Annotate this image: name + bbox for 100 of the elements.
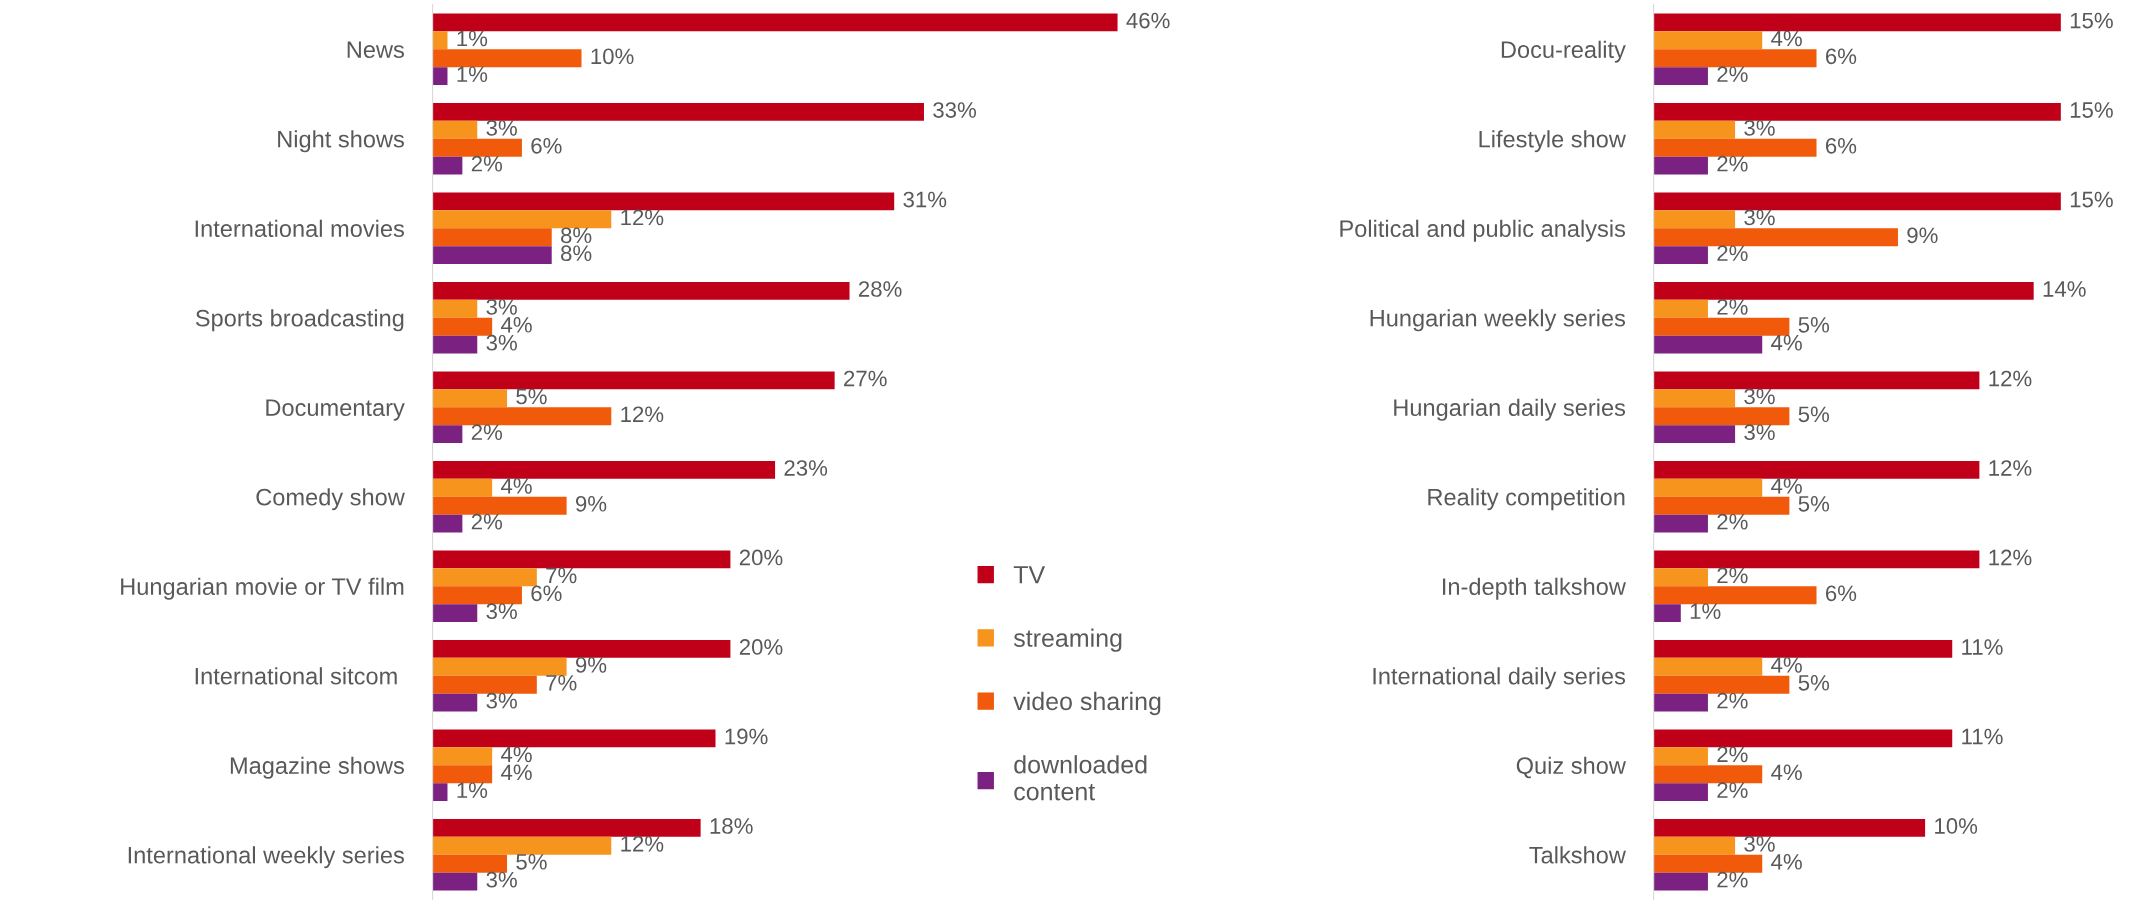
bar <box>1653 192 2061 211</box>
data-label: 4% <box>1771 478 1802 494</box>
data-label: 19% <box>725 728 768 745</box>
bar <box>1653 836 1736 855</box>
bar <box>432 371 835 390</box>
data-label: 12% <box>1989 460 2032 476</box>
bar <box>432 639 731 658</box>
legend-label: streaming <box>1013 628 1122 652</box>
y-tick-label: Hungarian daily series <box>1394 398 1626 421</box>
data-label: 6% <box>1825 585 1857 602</box>
bar <box>1653 299 1708 318</box>
data-label: 11% <box>1962 639 2003 655</box>
data-label: 4% <box>1771 657 1802 673</box>
data-label: 11% <box>1962 728 2003 745</box>
bar <box>432 729 716 748</box>
data-label: 18% <box>710 818 753 834</box>
bar <box>432 49 582 68</box>
y-tick-label: Sports broadcasting <box>195 309 404 332</box>
bar <box>432 102 924 121</box>
data-label: 31% <box>903 191 947 208</box>
data-label: 2% <box>1717 782 1748 798</box>
data-label: 9% <box>575 657 607 673</box>
bar <box>432 192 895 211</box>
data-label: 2% <box>1717 513 1748 530</box>
data-label: 12% <box>621 209 664 226</box>
bar <box>432 281 850 300</box>
data-label: 5% <box>1798 406 1830 423</box>
bar <box>1653 765 1763 784</box>
data-label: 3% <box>1744 388 1775 405</box>
data-label: 2% <box>1717 746 1748 763</box>
data-label: 5% <box>516 854 547 870</box>
y-tick-label: Comedy show <box>256 488 405 511</box>
data-label: 3% <box>486 334 517 351</box>
data-label: 2% <box>1717 299 1748 315</box>
y-tick-label: News <box>347 41 404 59</box>
bar <box>432 228 552 247</box>
bar <box>432 747 493 766</box>
bar <box>1653 228 1898 247</box>
bar <box>432 335 478 354</box>
bar <box>432 586 522 605</box>
data-label: 2% <box>1717 66 1748 82</box>
y-tick-label: Docu-reality <box>1501 40 1626 63</box>
data-label: 33% <box>933 102 976 118</box>
y-tick-label: International sitcom <box>195 667 397 685</box>
bar <box>432 407 612 426</box>
data-label: 3% <box>486 299 517 315</box>
data-label: 1% <box>1690 603 1721 619</box>
data-label: 7% <box>546 675 577 691</box>
bar <box>1653 335 1763 354</box>
y-tick-label: Political and public analysis <box>1340 219 1626 242</box>
bar <box>432 67 448 86</box>
bar <box>432 156 463 175</box>
bar <box>1653 138 1817 157</box>
data-label: 9% <box>575 495 607 512</box>
data-label: 3% <box>486 120 517 136</box>
data-label: 14% <box>2043 281 2086 297</box>
bar <box>1653 586 1817 605</box>
bar <box>432 317 493 336</box>
legend-label: TV <box>1013 566 1046 584</box>
bar <box>432 138 522 157</box>
y-tick-label: In-depth talkshow <box>1443 577 1626 600</box>
bar <box>432 210 612 229</box>
data-label: 5% <box>1798 675 1830 691</box>
data-label: 2% <box>1717 155 1748 172</box>
data-label: 2% <box>1717 692 1748 709</box>
bar <box>1653 747 1708 766</box>
bar <box>432 872 478 891</box>
y-tick-label: International daily series <box>1373 667 1626 690</box>
bar <box>432 657 567 676</box>
data-label: 6% <box>1825 137 1857 154</box>
data-label: 4% <box>501 317 532 333</box>
bar <box>1653 120 1736 139</box>
y-tick-label: Talkshow <box>1529 846 1626 864</box>
bar <box>432 246 552 265</box>
data-label: 2% <box>471 424 503 440</box>
y-tick-label: International weekly series <box>128 846 404 869</box>
bar <box>1653 371 1980 390</box>
bar <box>432 389 508 408</box>
data-label: 5% <box>1798 496 1830 512</box>
bar <box>1653 550 1980 569</box>
bar <box>1653 657 1763 676</box>
data-label: 2% <box>471 155 503 172</box>
bar <box>1653 389 1736 408</box>
data-label: 12% <box>1989 370 2032 387</box>
data-label: 5% <box>1798 317 1830 333</box>
data-label: 3% <box>1744 120 1775 136</box>
y-tick-label: Reality competition <box>1428 488 1625 511</box>
y-tick-label: Magazine shows <box>230 756 404 779</box>
data-label: 4% <box>501 746 532 763</box>
bar <box>1653 693 1708 712</box>
bar <box>1653 246 1708 265</box>
bar <box>1653 478 1763 497</box>
data-label: 10% <box>591 48 634 65</box>
data-label: 10% <box>1935 818 1978 834</box>
bar <box>1653 872 1708 891</box>
y-tick-label: Hungarian weekly series <box>1370 309 1626 332</box>
bar <box>1653 49 1817 68</box>
bar <box>432 854 508 873</box>
bar <box>1653 407 1790 426</box>
legend-label: video sharing <box>1013 691 1161 716</box>
